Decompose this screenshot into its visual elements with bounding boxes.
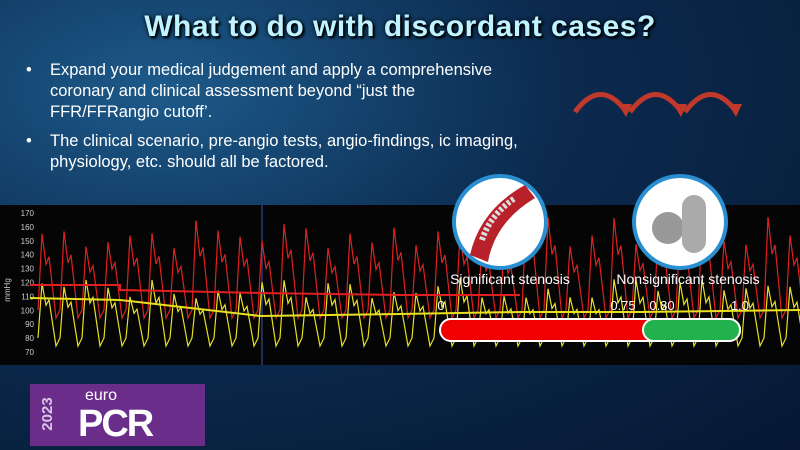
tracing-tick: 130 <box>21 265 35 274</box>
bullet: The clinical scenario, pre-angio tests, … <box>22 131 522 173</box>
scale-bar-green <box>642 318 741 342</box>
scale-tick: 0.80 <box>649 298 674 313</box>
scale-tick: 0 <box>437 298 444 313</box>
tracing-tick: 160 <box>21 223 35 232</box>
mean-line <box>30 284 520 296</box>
tracing-tick: 120 <box>21 279 35 288</box>
logo-euro: euro <box>85 387 117 404</box>
scale-tick: 0.75 <box>610 298 635 313</box>
scale-label: Nonsignificant stenosis <box>616 271 759 287</box>
logo-year: 2023 <box>39 397 56 430</box>
tracing-tick: 110 <box>21 292 34 301</box>
pill <box>652 212 684 244</box>
arrow-heads <box>618 104 742 117</box>
logo <box>30 384 205 446</box>
vessel <box>470 185 535 262</box>
tracing-tick: 80 <box>25 334 34 343</box>
stent <box>479 195 517 241</box>
axis-label: mmHg <box>3 278 12 302</box>
pressure-wave <box>37 216 800 321</box>
title: What to do with discordant cases? <box>144 10 656 43</box>
logo-pcr: PCR <box>78 403 154 445</box>
tracing-tick: 140 <box>21 251 35 260</box>
tracing-tick: 100 <box>21 306 35 315</box>
mean-line <box>29 297 800 318</box>
tracing-tick: 150 <box>21 237 35 246</box>
tracing-tick: 70 <box>25 348 34 357</box>
tracing-tick: 90 <box>25 320 34 329</box>
tracing-tick: 170 <box>21 209 35 218</box>
bullet-list: Expand your medical judgement and apply … <box>22 60 522 181</box>
arrows <box>572 92 737 114</box>
scale-label: Significant stenosis <box>450 271 570 287</box>
capsule <box>682 195 706 253</box>
bullet: Expand your medical judgement and apply … <box>22 60 522 123</box>
scale-tick: 1.0 <box>731 298 749 313</box>
